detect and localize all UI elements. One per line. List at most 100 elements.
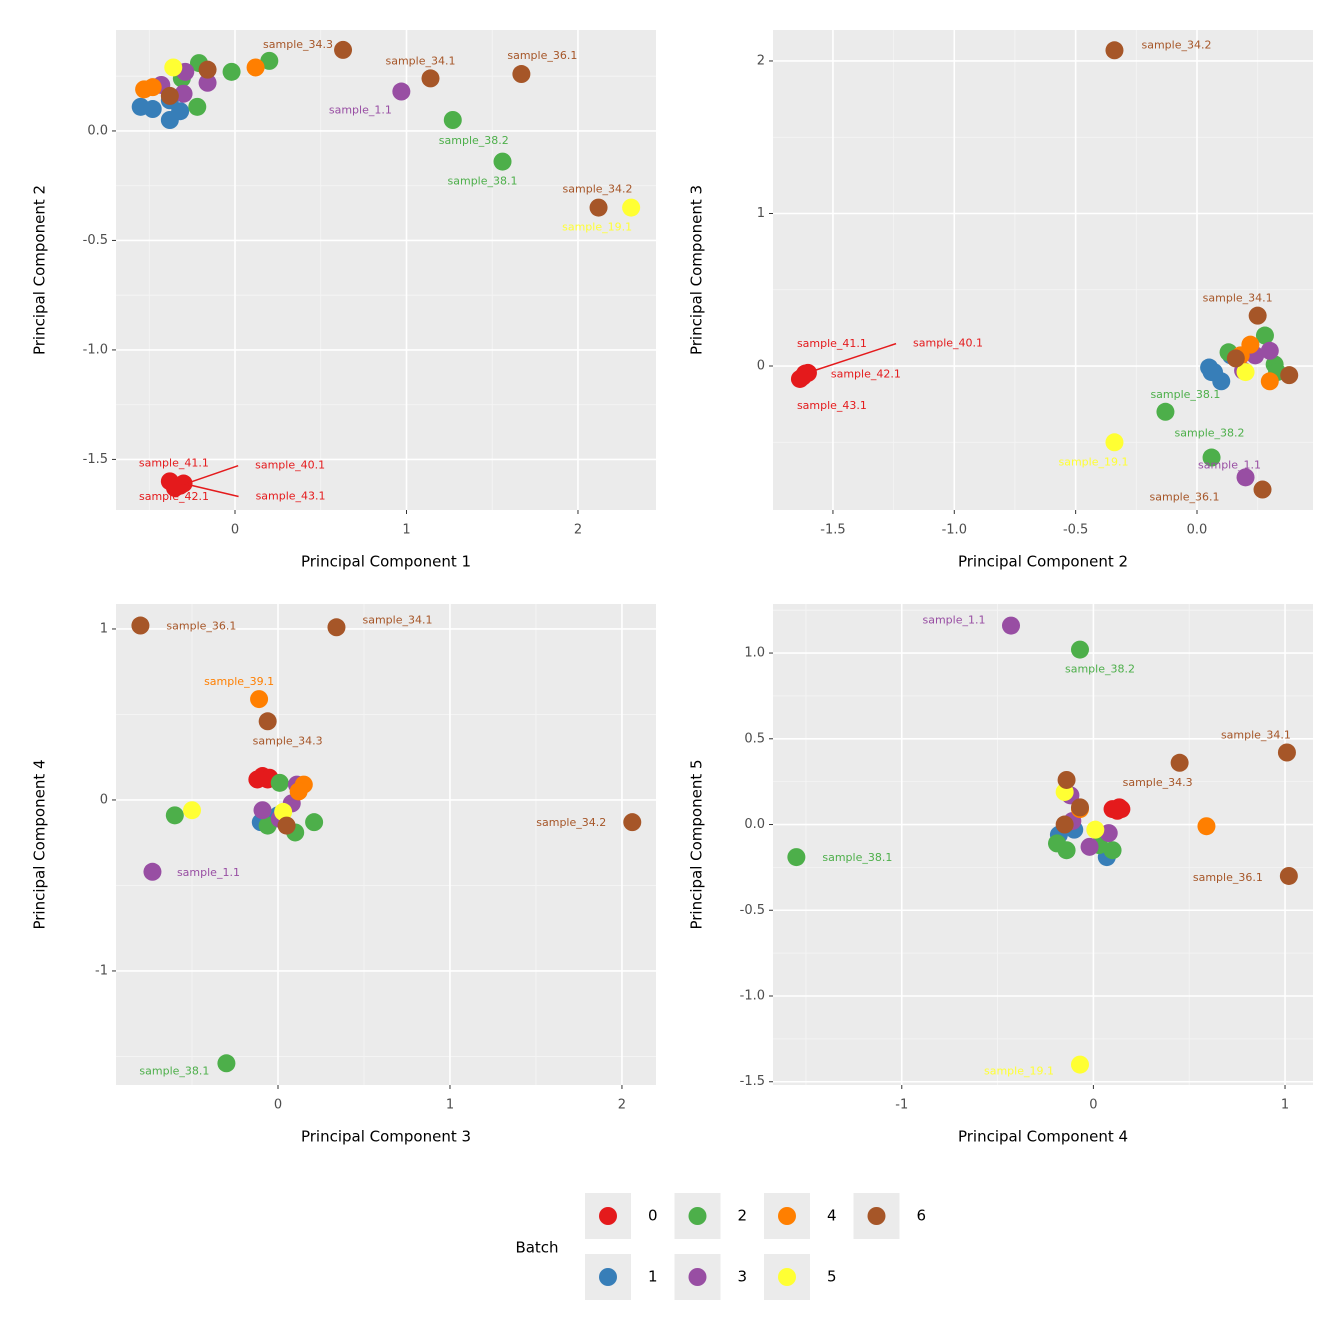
point bbox=[1197, 817, 1216, 836]
point-label: sample_38.1 bbox=[139, 1064, 209, 1077]
point bbox=[327, 618, 346, 637]
point bbox=[1226, 349, 1245, 368]
point bbox=[250, 690, 269, 709]
y-tick-label: 0.0 bbox=[744, 817, 765, 832]
x-tick-label: 0.0 bbox=[1187, 523, 1208, 538]
point bbox=[1070, 1055, 1089, 1074]
point bbox=[277, 816, 296, 835]
legend-swatch bbox=[688, 1207, 707, 1225]
point bbox=[1086, 820, 1105, 839]
x-tick-label: 0 bbox=[1089, 1098, 1097, 1113]
x-tick-label: -1.5 bbox=[820, 523, 845, 538]
point-label: sample_34.1 bbox=[385, 54, 455, 67]
point-label: sample_34.2 bbox=[536, 816, 606, 829]
point-label: sample_34.1 bbox=[362, 613, 432, 626]
x-tick-label: 2 bbox=[618, 1098, 626, 1113]
point-label: sample_38.2 bbox=[1175, 427, 1245, 440]
point-label: sample_36.1 bbox=[1193, 871, 1263, 884]
legend-label: 2 bbox=[738, 1207, 748, 1225]
point bbox=[1202, 448, 1221, 467]
point bbox=[174, 84, 193, 103]
y-tick-label: -1.5 bbox=[83, 452, 108, 467]
point bbox=[1057, 841, 1076, 860]
point bbox=[198, 60, 217, 79]
point-label: sample_38.2 bbox=[439, 134, 509, 147]
point bbox=[334, 40, 353, 59]
y-tick-label: -1.0 bbox=[83, 342, 108, 357]
point bbox=[622, 198, 641, 217]
point-label: sample_1.1 bbox=[177, 866, 240, 879]
point-label: sample_36.1 bbox=[1150, 491, 1220, 504]
point-label: sample_34.3 bbox=[1123, 776, 1193, 789]
leader-line bbox=[183, 482, 239, 498]
point bbox=[1055, 815, 1074, 834]
point-label: sample_38.1 bbox=[448, 175, 518, 188]
x-axis-title: Principal Component 2 bbox=[958, 553, 1128, 571]
y-tick-label: -0.5 bbox=[83, 233, 108, 248]
point bbox=[183, 801, 202, 820]
point bbox=[1080, 837, 1099, 856]
y-tick-label: -1 bbox=[95, 963, 108, 978]
point bbox=[160, 86, 179, 105]
y-tick-label: 1 bbox=[100, 621, 108, 636]
x-tick-label: 0 bbox=[274, 1098, 282, 1113]
point bbox=[623, 813, 642, 832]
x-tick-label: -1.0 bbox=[942, 523, 967, 538]
point bbox=[274, 802, 293, 821]
point-label: sample_34.1 bbox=[1221, 729, 1291, 742]
point bbox=[260, 51, 279, 70]
legend-label: 0 bbox=[648, 1207, 658, 1225]
point-label: sample_36.1 bbox=[507, 49, 577, 62]
legend-swatch bbox=[778, 1268, 796, 1286]
point-label: sample_34.2 bbox=[563, 183, 633, 196]
point bbox=[1202, 363, 1221, 382]
y-tick-label: -1.0 bbox=[740, 989, 765, 1004]
point bbox=[131, 616, 150, 635]
point-label: sample_34.3 bbox=[253, 734, 323, 747]
point-label: sample_1.1 bbox=[922, 614, 985, 627]
point bbox=[143, 862, 162, 881]
legend-label: 4 bbox=[827, 1207, 837, 1225]
x-tick-label: 2 bbox=[574, 523, 582, 538]
point bbox=[1001, 616, 1020, 635]
y-tick-label: 0 bbox=[757, 359, 765, 374]
point bbox=[421, 69, 440, 88]
legend-title: Batch bbox=[515, 1239, 558, 1257]
point bbox=[289, 782, 308, 801]
point bbox=[222, 62, 241, 81]
point-label: sample_38.1 bbox=[1150, 388, 1220, 401]
point bbox=[1070, 798, 1089, 817]
leader-line bbox=[179, 464, 239, 487]
legend-label: 3 bbox=[738, 1268, 748, 1286]
y-tick-label: 2 bbox=[757, 53, 765, 68]
point-label: sample_41.1 bbox=[139, 456, 209, 469]
point-label: sample_39.1 bbox=[204, 675, 274, 688]
point-label: sample_41.1 bbox=[797, 337, 867, 350]
x-tick-label: 1 bbox=[446, 1098, 454, 1113]
point bbox=[1236, 468, 1255, 487]
legend-swatch bbox=[867, 1207, 886, 1225]
point-label: sample_19.1 bbox=[984, 1065, 1054, 1078]
x-tick-label: -1 bbox=[895, 1098, 908, 1113]
point bbox=[253, 801, 272, 820]
y-axis-title: Principal Component 2 bbox=[31, 185, 49, 355]
point bbox=[1236, 363, 1255, 382]
point-label: sample_19.1 bbox=[562, 221, 632, 234]
legend-swatch bbox=[778, 1207, 796, 1225]
point bbox=[1253, 480, 1272, 499]
point-label: sample_34.3 bbox=[263, 38, 333, 51]
point bbox=[787, 848, 806, 867]
x-tick-label: 1 bbox=[402, 523, 410, 538]
point-label: sample_43.1 bbox=[256, 490, 326, 503]
plot-panel bbox=[773, 604, 1313, 1085]
point-label: sample_42.1 bbox=[139, 490, 209, 503]
y-axis-title: Principal Component 5 bbox=[688, 759, 706, 929]
point-label: sample_1.1 bbox=[329, 104, 392, 117]
x-axis-title: Principal Component 3 bbox=[301, 1128, 471, 1146]
y-tick-label: 1 bbox=[757, 206, 765, 221]
y-tick-label: 0 bbox=[100, 792, 108, 807]
point bbox=[217, 1054, 236, 1073]
point bbox=[392, 82, 411, 101]
point-label: sample_1.1 bbox=[1198, 458, 1261, 471]
